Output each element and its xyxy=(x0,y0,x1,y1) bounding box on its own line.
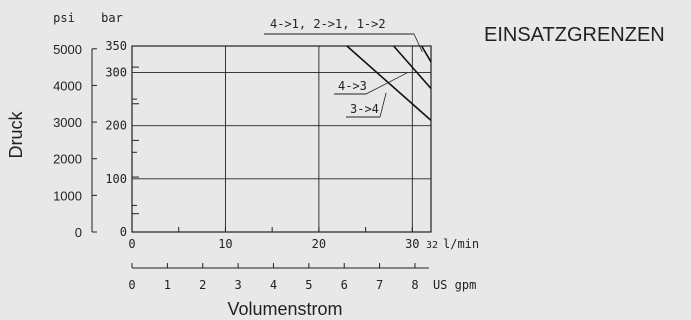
y-tick-label-300: 300 xyxy=(105,66,127,80)
x-tick-label-30: 30 xyxy=(405,237,419,251)
series-leader-2 xyxy=(365,72,408,95)
y-tick-label-200: 200 xyxy=(105,119,127,133)
series-leader-1 xyxy=(413,33,423,53)
x-tick-label-0: 0 xyxy=(128,237,135,251)
series-line-3 xyxy=(346,45,432,121)
psi-tick-label-0: 0 xyxy=(75,225,82,240)
gpm-tick-label-4: 4 xyxy=(270,278,277,292)
y-axis-title: Druck xyxy=(6,111,26,159)
y-tick-label-350: 350 xyxy=(105,39,127,53)
series-leader-3 xyxy=(379,92,387,118)
y-tick-label-100: 100 xyxy=(105,172,127,186)
x-unit-lmin: l/min xyxy=(443,237,479,251)
plot-frame xyxy=(131,45,432,233)
series-line-1 xyxy=(420,45,432,63)
gpm-tick-label-8: 8 xyxy=(411,278,418,292)
gpm-tick-label-0: 0 xyxy=(128,278,135,292)
gpm-tick-label-2: 2 xyxy=(199,278,206,292)
x-tick-label-10: 10 xyxy=(218,237,232,251)
series-label-2: 4->3 xyxy=(338,79,367,93)
psi-tick-label-1000: 1000 xyxy=(53,188,82,203)
x-tick-label-32: 32 xyxy=(426,240,438,251)
series-line-2 xyxy=(393,45,432,90)
series-label-1: 4->1, 2->1, 1->2 xyxy=(270,17,386,31)
gpm-tick-label-3: 3 xyxy=(234,278,241,292)
chart-title: EINSATZGRENZEN xyxy=(484,24,665,46)
x-tick-label-20: 20 xyxy=(312,237,326,251)
psi-tick-label-5000: 5000 xyxy=(53,42,82,57)
gpm-tick-label-7: 7 xyxy=(376,278,383,292)
psi-tick-label-3000: 3000 xyxy=(53,115,82,130)
x-axis-title: Volumenstrom xyxy=(227,299,342,319)
series-label-3: 3->4 xyxy=(350,102,379,116)
gpm-tick-label-1: 1 xyxy=(164,278,171,292)
gpm-tick-label-5: 5 xyxy=(305,278,312,292)
y-unit-bar: bar xyxy=(101,11,123,25)
x-unit-gpm: US gpm xyxy=(433,278,476,292)
psi-tick-label-4000: 4000 xyxy=(53,78,82,93)
gpm-tick-label-6: 6 xyxy=(341,278,348,292)
psi-tick-label-2000: 2000 xyxy=(53,152,82,167)
y-tick-label-0: 0 xyxy=(120,225,127,239)
y-unit-psi: psi xyxy=(53,11,75,25)
